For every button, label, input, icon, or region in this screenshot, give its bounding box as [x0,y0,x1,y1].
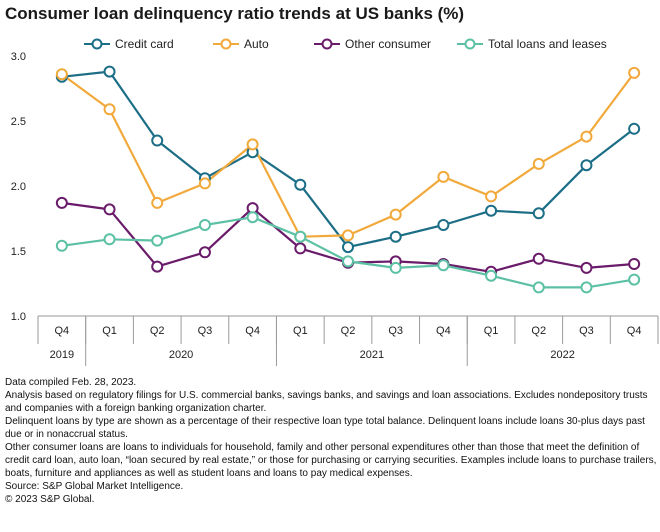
data-point [151,196,164,209]
year-label: 2020 [169,349,193,361]
legend-marker [220,38,232,50]
data-point [342,255,354,268]
data-point [55,239,68,252]
data-point [532,281,545,294]
data-point [485,269,498,282]
data-point [532,157,545,170]
data-point [437,170,450,183]
data-point [294,178,307,191]
legend-marker [321,38,333,50]
data-point [151,134,164,147]
x-tick-label: Q4 [245,325,260,337]
year-label: 2019 [50,349,74,361]
data-point [389,208,402,221]
data-point [151,234,164,247]
note-analysis-basis: Analysis based on regulatory filings for… [5,390,648,414]
data-point [198,177,211,190]
data-point [628,258,641,270]
y-tick-label: 1.5 [11,246,26,258]
chart-title: Consumer loan delinquency ratio trends a… [5,4,465,23]
y-tick-label: 3.0 [11,51,26,63]
x-tick-label: Q1 [484,325,499,337]
y-tick-label: 1.0 [11,311,26,323]
x-tick-label: Q4 [55,325,70,337]
data-point [437,219,450,231]
data-point [628,273,641,286]
data-point [294,242,307,255]
x-tick-label: Q2 [341,325,356,337]
legend-label: Other consumer [345,37,431,51]
year-label: 2022 [550,349,574,361]
data-point [342,229,354,242]
x-tick-label: Q4 [627,325,642,337]
data-point [103,103,116,116]
data-point [103,233,116,246]
data-point [485,204,498,217]
data-point [389,230,402,243]
note-delinquent-definition: Delinquent loans by type are shown as a … [5,416,645,440]
data-point [246,211,259,224]
x-tick-label: Q4 [436,325,451,337]
note-copyright: © 2023 S&P Global. [5,494,95,505]
data-point [198,246,211,259]
data-point [246,138,259,151]
data-point [55,68,68,81]
data-point [151,260,164,273]
data-point [580,159,593,172]
data-point [103,65,116,78]
data-point [55,196,68,209]
chart-notes: Data compiled Feb. 28, 2023. Analysis ba… [5,376,657,506]
legend-label: Auto [244,37,269,51]
data-point [485,190,498,203]
legend-marker [91,38,103,50]
series-line [61,72,636,238]
note-data-compiled: Data compiled Feb. 28, 2023. [5,377,137,388]
x-tick-label: Q3 [388,325,403,337]
data-point [532,252,545,265]
data-point [628,66,641,79]
y-tick-label: 2.5 [11,116,26,128]
note-source: Source: S&P Global Market Intelligence. [5,481,184,492]
x-tick-label: Q1 [102,325,117,337]
data-point [342,241,354,254]
x-tick-label: Q2 [531,325,546,337]
x-tick-label: Q2 [150,325,165,337]
data-point [103,203,116,216]
legend-label: Total loans and leases [488,37,607,51]
data-point [580,261,593,274]
x-tick-label: Q3 [579,325,594,337]
data-point [580,281,593,294]
data-point [198,219,211,231]
data-point [580,130,593,143]
data-point [628,122,641,135]
note-other-consumer-definition: Other consumer loans are loans to indivi… [5,442,657,479]
data-point [389,261,402,274]
line-chart: 3.0 2.5 2.0 1.5 1.0 Q4 Q1 Q2 Q3 Q4 Q1 Q2 Q3 Q4 Q1 Q2 Q3 Q… [11,37,659,366]
data-point [532,207,545,220]
y-tick-label: 2.0 [11,181,26,193]
x-tick-label: Q3 [198,325,213,337]
x-tick-label: Q1 [293,325,308,337]
legend-marker [464,38,476,50]
data-point [437,259,450,272]
data-point [294,230,307,243]
legend-label: Credit card [115,37,174,51]
year-label: 2021 [360,349,384,361]
